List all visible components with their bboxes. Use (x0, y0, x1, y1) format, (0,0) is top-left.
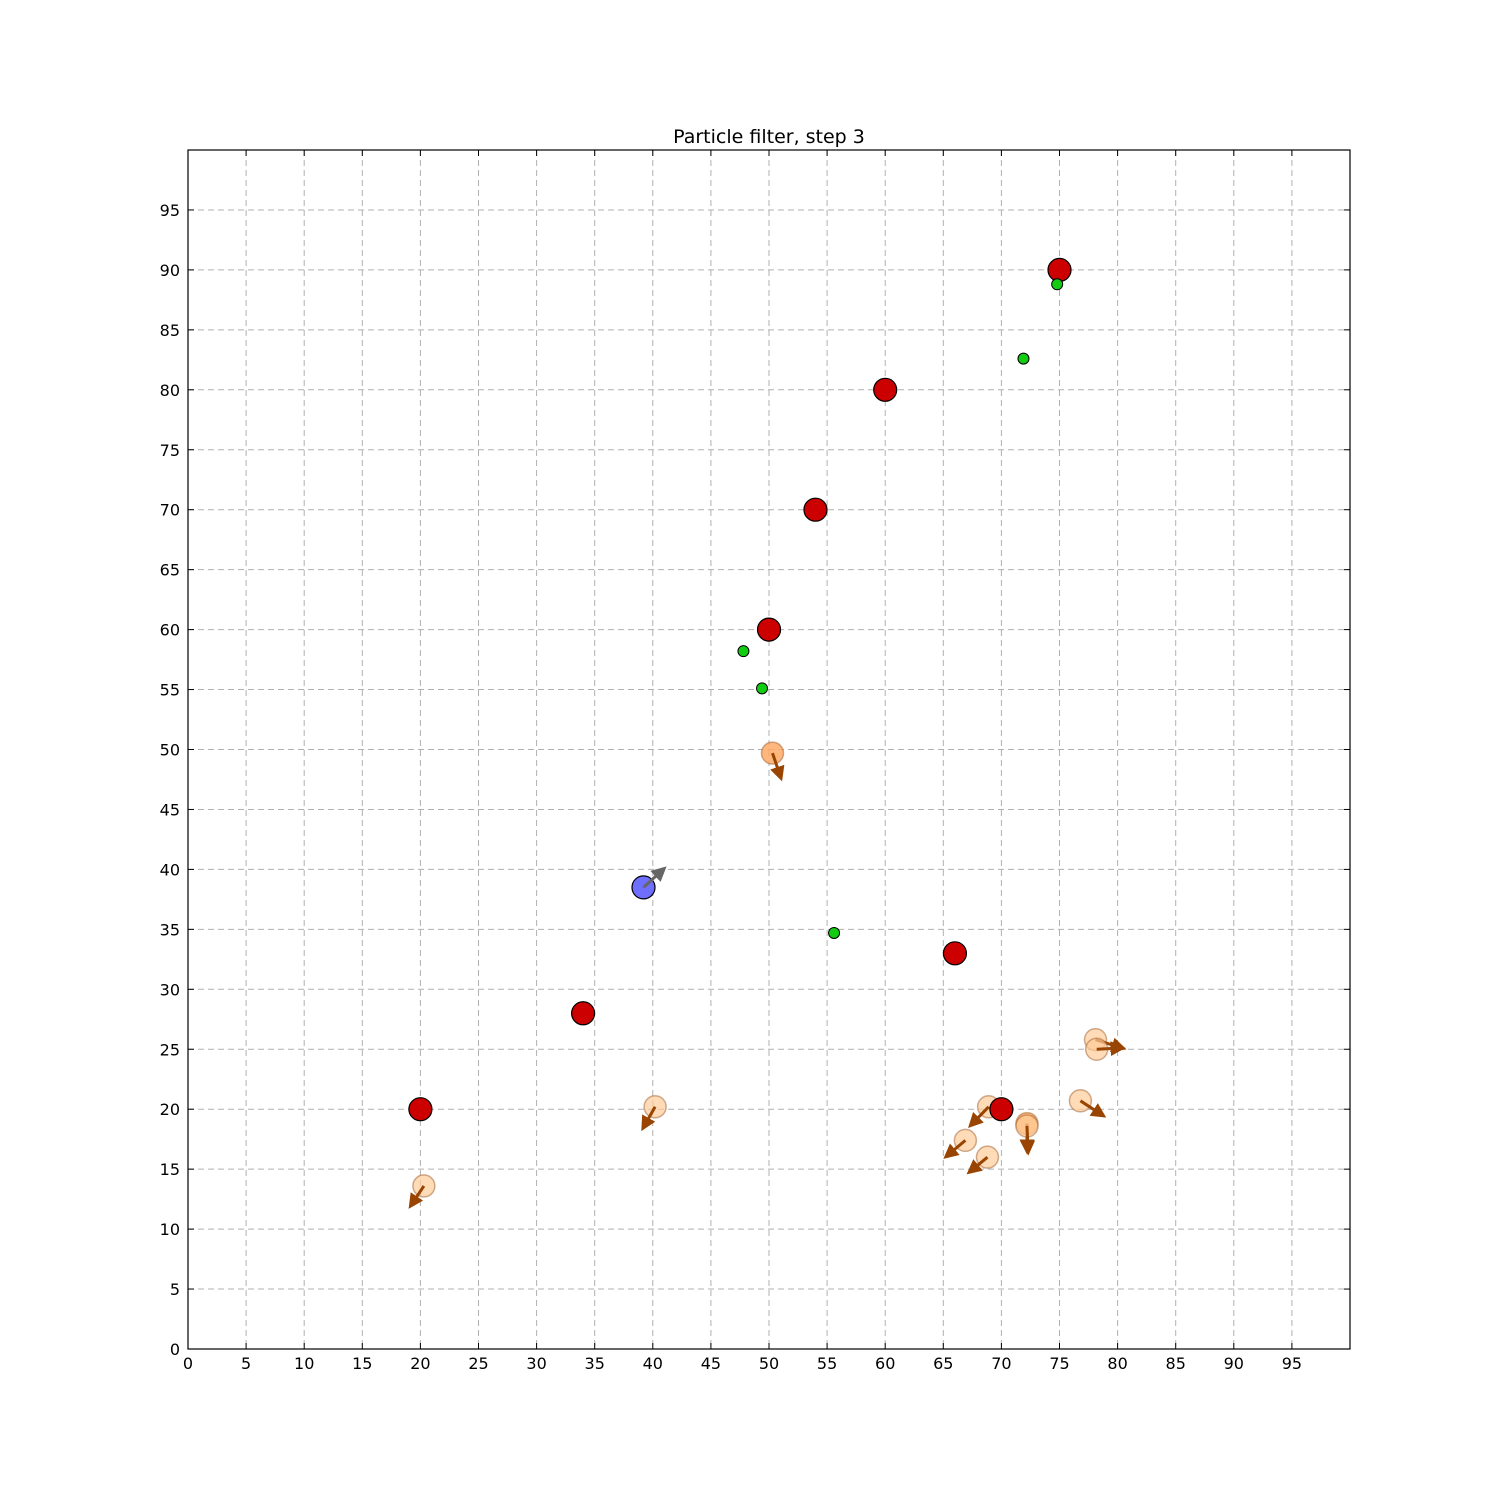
y-tick-label: 10 (160, 1220, 180, 1239)
x-tick-label: 90 (1224, 1354, 1244, 1373)
x-tick-label: 25 (468, 1354, 488, 1373)
particle-heading-arrow (1096, 1041, 1126, 1057)
x-tick-label: 10 (294, 1354, 314, 1373)
y-tick-label: 65 (160, 561, 180, 580)
landmark-point (803, 497, 828, 522)
y-tick-label: 15 (160, 1160, 180, 1179)
x-tick-label: 70 (991, 1354, 1011, 1373)
chart-title: Particle filter, step 3 (673, 126, 865, 148)
particle-heading-arrow (966, 1156, 989, 1175)
landmark-point (1047, 257, 1072, 282)
particle-heading-arrow (1020, 1125, 1036, 1156)
landmark-point (989, 1097, 1014, 1122)
x-tick-label: 65 (933, 1354, 953, 1373)
x-tick-label: 15 (352, 1354, 372, 1373)
landmark-point (873, 377, 898, 402)
x-tick-label: 5 (241, 1354, 251, 1373)
y-tick-label: 35 (160, 920, 180, 939)
y-tick-label: 60 (160, 621, 180, 640)
x-tick-label: 75 (1049, 1354, 1069, 1373)
landmark-point (570, 1001, 596, 1026)
y-tick-label: 45 (160, 800, 180, 819)
x-tick-label: 50 (759, 1354, 779, 1373)
measurement-point (1051, 278, 1064, 291)
y-tick-label: 85 (160, 321, 180, 340)
y-tick-label: 20 (160, 1100, 180, 1119)
x-tick-label: 0 (183, 1354, 193, 1373)
particle-heading-arrow (943, 1139, 967, 1159)
measurement-point (756, 682, 769, 695)
y-tick-label: 30 (160, 980, 180, 999)
y-tick-label: 80 (160, 381, 180, 400)
grid (188, 150, 1350, 1349)
y-tick-label: 50 (160, 741, 180, 760)
axis-ticks: 0 5 10 15 20 25 30 35 40 45 50 55 60 65 70 75 80 85 90 95 0 5… (160, 150, 1350, 1373)
y-tick-label: 0 (170, 1340, 180, 1359)
particle-heading-arrow (1079, 1099, 1107, 1118)
y-tick-label: 55 (160, 681, 180, 700)
x-tick-label: 40 (643, 1354, 663, 1373)
plot-marks (408, 257, 1127, 1209)
particle-heading-arrow (641, 1106, 657, 1132)
x-tick-label: 60 (875, 1354, 895, 1373)
y-tick-label: 25 (160, 1040, 180, 1059)
particle-heading-arrow (408, 1185, 426, 1209)
x-tick-label: 95 (1282, 1354, 1302, 1373)
plot-frame (187, 149, 1351, 1350)
x-tick-label: 85 (1166, 1354, 1186, 1373)
y-tick-label: 95 (160, 201, 180, 220)
x-tick-label: 30 (526, 1354, 546, 1373)
measurement-point (1017, 352, 1030, 365)
robot-heading-arrow (642, 866, 667, 889)
x-tick-label: 35 (585, 1354, 605, 1373)
measurement-point (737, 645, 750, 658)
landmark-point (756, 617, 782, 642)
landmark-point (942, 941, 968, 966)
x-tick-label: 55 (817, 1354, 837, 1373)
x-tick-label: 45 (701, 1354, 721, 1373)
y-tick-label: 75 (160, 441, 180, 460)
measurement-point (828, 926, 841, 939)
x-tick-label: 80 (1107, 1354, 1127, 1373)
particle-heading-arrow (968, 1105, 990, 1129)
y-tick-label: 90 (160, 261, 180, 280)
particle-heading-arrow (770, 752, 785, 782)
landmark-point (408, 1097, 433, 1122)
y-tick-label: 70 (160, 501, 180, 520)
y-tick-label: 40 (160, 860, 180, 879)
y-tick-label: 5 (170, 1280, 180, 1299)
x-tick-label: 20 (410, 1354, 430, 1373)
